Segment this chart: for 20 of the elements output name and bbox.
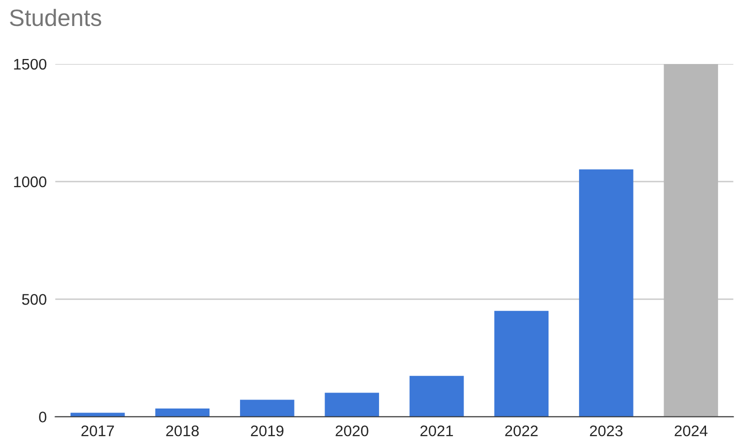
bar: [579, 169, 634, 417]
x-tick-label: 2020: [336, 425, 368, 436]
y-tick-label: 500: [22, 294, 46, 305]
bar: [410, 376, 464, 417]
x-tick-label: 2022: [505, 425, 538, 436]
bar: [155, 408, 210, 417]
bar: [664, 64, 718, 417]
bar: [240, 400, 294, 417]
x-tick-label: 2019: [250, 425, 284, 436]
y-tick-label: 1500: [14, 58, 46, 70]
x-tick-label: 2021: [420, 425, 453, 436]
chart-title: Students: [10, 8, 102, 26]
bar: [494, 310, 549, 417]
x-tick-label: 2024: [674, 425, 708, 436]
y-tick-label: 0: [39, 412, 46, 422]
x-tick-label: 2017: [81, 425, 114, 436]
x-tick-label: 2023: [590, 425, 623, 436]
x-tick-label: 2018: [166, 425, 199, 436]
y-tick-label: 1000: [14, 176, 46, 188]
bar: [324, 392, 380, 417]
